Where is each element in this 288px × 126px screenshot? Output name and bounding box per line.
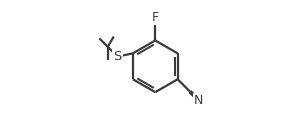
Text: F: F <box>152 11 159 24</box>
Text: N: N <box>194 94 203 107</box>
Text: S: S <box>113 50 122 63</box>
